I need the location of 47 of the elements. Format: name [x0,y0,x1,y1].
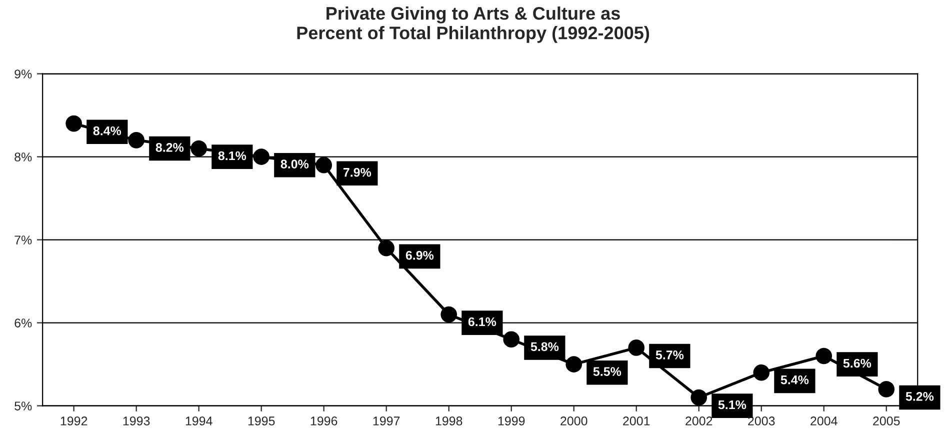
data-label: 8.1% [218,151,246,160]
data-label: 6.1% [468,317,496,326]
point [316,156,332,174]
data-label: 5.4% [780,375,809,384]
point [128,132,144,148]
point [878,381,895,398]
data-label: 7.9% [343,168,372,177]
point [566,356,582,372]
data-label: 5.5% [593,367,622,376]
point [378,240,394,256]
chart-title: Private Giving to Arts & Culture as Percent of Total Philanthropy (1992-2005) [297,6,650,43]
x-tick-label: 1997 [373,416,400,426]
y-tick-label: 6% [14,318,32,328]
data-label: 6.9% [406,250,434,260]
point [440,306,457,323]
x-tick-label: 2002 [686,416,712,426]
point [816,348,832,364]
y-tick-label: 8% [14,152,32,162]
data-label: 5.2% [906,392,934,401]
y-tick-label: 5% [14,402,32,410]
data-label: 5.6% [843,358,872,368]
data-label: 5.1% [718,400,746,410]
x-tick-label: 1993 [123,416,150,426]
point [190,140,207,157]
point [66,115,82,132]
x-tick-label: 2000 [560,416,588,426]
point [503,331,520,348]
y-tick-label: 9% [14,70,32,78]
point [628,340,645,356]
x-tick-label: 1994 [186,416,212,426]
point [753,364,770,381]
x-tick-label: 1992 [60,416,88,426]
x-tick-label: 2004 [810,416,838,426]
x-tick-label: 2005 [873,416,900,426]
x-tick-label: 1998 [436,416,462,426]
point [690,389,708,406]
data-label: 5.7% [656,350,684,360]
data-label: 8.4% [93,126,122,136]
data-label: 8.2% [156,143,184,152]
point [253,148,270,165]
x-tick-label: 1996 [310,416,338,426]
x-tick-label: 1995 [248,416,275,426]
data-label: 8.0% [280,160,309,168]
x-tick-label: 1999 [498,416,525,426]
x-tick-label: 2001 [623,416,650,426]
data-label: 5.8% [530,342,559,352]
y-tick-label: 7% [14,236,32,244]
